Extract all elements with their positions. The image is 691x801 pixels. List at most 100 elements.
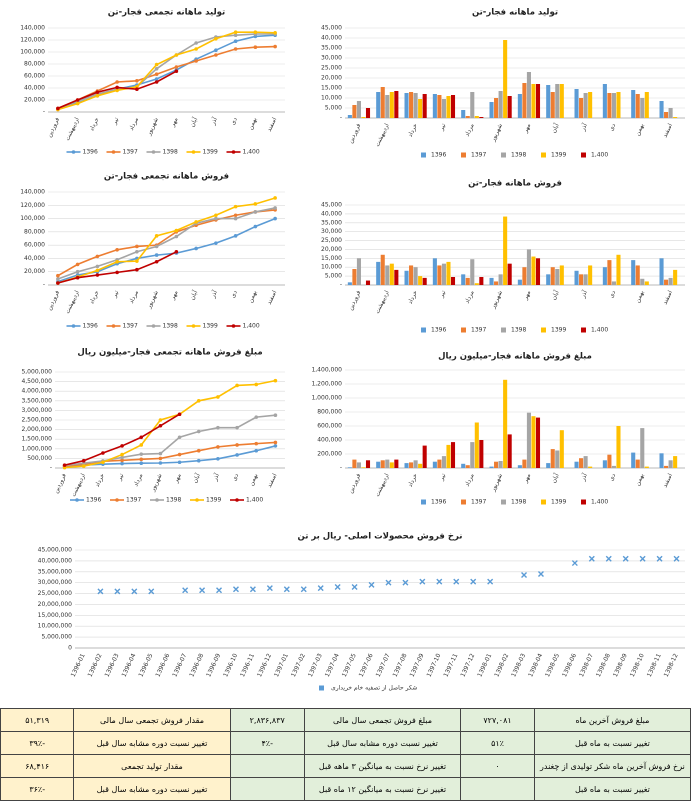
point [537,570,544,577]
point [158,456,163,461]
bar [450,277,456,285]
bar [517,94,522,118]
x-tick-label: مرداد [128,117,140,132]
bar [555,269,560,285]
x-tick-label: فروردین [46,116,61,138]
y-tick-label: 10,000,000 [38,623,73,630]
table-label: تغییر نرخ نسبت به میانگین ۱۲ ماه قبل [303,777,462,801]
point [177,412,182,417]
x-tick-label: 1398-02 [493,652,510,678]
x-tick-label: آبان [548,288,560,301]
legend-label: 1,400 [591,152,608,159]
bar [588,265,593,285]
x-tick-label: دی [229,116,239,126]
bar [507,434,512,468]
bar [583,274,588,285]
point [135,249,139,254]
legend-label: 1397 [471,499,486,506]
legend-swatch [541,327,546,333]
x-tick-label: دی [231,472,241,482]
point [154,67,159,71]
bar [611,465,616,468]
bar [673,269,678,285]
bar [494,98,499,118]
x-tick-label: خرداد [407,289,419,305]
point [174,249,179,254]
table-value [460,777,535,801]
bar [522,83,527,118]
point [233,213,238,218]
legend-swatch [541,499,546,505]
x-tick-label: 1396-09 [205,652,222,678]
point [120,444,124,448]
summary-table: مبلغ فروش آخرین ماه ۷۲۷,۰۸۱ مبلغ فروش تجمع… [0,708,691,801]
bar [365,108,371,118]
x-tick-label: بهمن [634,472,646,487]
bar [659,258,664,285]
point [233,216,238,221]
y-tick-label: 20,000 [24,268,45,275]
bar [522,267,527,285]
x-tick-label: آبان [548,471,560,484]
bar [668,108,673,118]
x-tick-label: 1398-07 [578,652,595,678]
bar [574,89,579,118]
point [154,244,159,249]
bar [531,84,536,118]
x-tick-label: بهمن [634,289,646,304]
bar [385,459,390,468]
bar [465,465,470,468]
table-row: تغییر نسبت به ماه قبل ۵۱٪ تغییر نسبت دوره … [0,731,691,755]
x-tick-label: 1398-09 [612,652,629,678]
bar [422,445,427,468]
point [622,555,629,562]
point [139,435,144,440]
bar [635,459,640,468]
legend-swatch [191,150,196,154]
x-tick-label: 1398-10 [629,652,646,678]
x-tick-label: بهمن [247,289,259,304]
x-tick-label: آبان [187,115,199,128]
y-tick-label: 140,000 [20,25,45,32]
point [95,268,100,273]
point [588,555,595,562]
point [235,383,239,388]
y-tick-label: 600,000 [317,423,342,430]
bar [579,274,584,285]
point [115,270,119,275]
point [95,94,100,98]
point [120,458,124,463]
x-tick-label: 1396-11 [239,652,256,678]
bar [437,265,442,285]
x-tick-label: 1397-03 [307,652,324,678]
bar [474,116,479,118]
point [95,273,100,277]
y-tick-label: - [43,109,45,116]
bar [413,93,418,118]
x-tick-label: 1396-07 [171,652,188,678]
x-tick-label: دی [229,289,239,299]
y-tick-label: 15,000 [321,255,342,262]
table-label: تغییر نسبت به ماه قبل [533,731,691,755]
bar [526,72,531,118]
point [283,586,290,593]
bar [441,263,446,285]
bar [555,84,560,118]
y-tick-label: - [43,282,45,289]
y-tick-label: 45,000 [321,25,342,32]
bar [640,428,645,468]
x-tick-label: اردیبهشت [374,289,391,315]
bar [385,265,390,285]
chart-title: فروش ماهانه فجار-تن [468,179,562,189]
bar [422,277,427,285]
bar [361,117,366,118]
point [95,90,100,94]
x-tick-label: اسفند [266,472,279,489]
table-value [229,777,305,801]
bar [479,117,484,118]
y-tick-label: 400,000 [317,437,342,444]
bar [668,277,673,285]
point [139,443,144,447]
point [216,587,223,594]
point [235,443,239,447]
